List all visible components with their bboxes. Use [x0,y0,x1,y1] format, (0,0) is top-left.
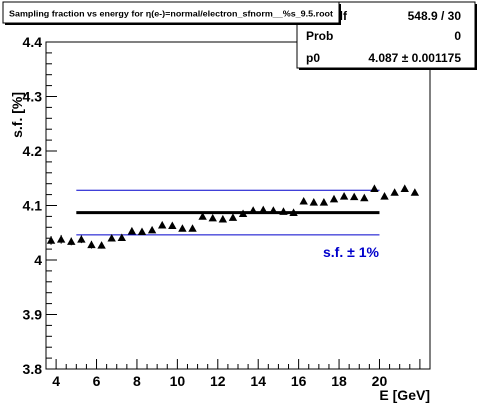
data-point [390,188,399,196]
data-point [259,205,268,214]
stats-prob-label: Prob [306,29,333,43]
y-tick-label: 4.4 [23,34,43,50]
x-tick-label: 4 [52,373,60,389]
y-axis-title: s.f. [%] [9,92,25,138]
x-tick-label: 6 [93,373,101,389]
data-point [279,207,288,215]
data-point [269,206,278,214]
data-point [178,224,187,232]
x-tick-label: 20 [372,373,388,389]
data-point [107,234,116,242]
x-tick-label: 10 [170,373,186,389]
data-point [168,221,177,230]
data-point [380,192,389,200]
y-tick-label: 4.3 [23,89,43,105]
data-point [309,198,318,206]
data-point [77,235,86,243]
data-point [350,192,359,201]
data-point [319,198,329,206]
data-point [127,226,137,235]
y-tick-label: 3.8 [23,361,43,377]
data-point [67,237,76,245]
data-point [198,212,207,220]
data-point [248,206,258,214]
x-axis-title: E [GeV] [379,387,430,403]
data-point [208,213,217,222]
data-point [218,214,228,223]
data-point [360,193,369,202]
data-point [158,220,167,229]
data-point [87,240,96,249]
title-box-frame [2,1,340,24]
data-point [97,241,106,249]
x-tick-label: 12 [210,373,226,389]
stats-chi2-value: 548.9 / 30 [408,9,462,23]
plot-frame [45,41,431,370]
data-point [289,208,298,216]
y-tick-label: 4 [34,252,42,268]
y-tick-label: 4.1 [23,198,43,214]
x-tick-label: 18 [331,373,347,389]
x-tick-label: 14 [250,373,266,389]
x-tick-label: 8 [133,373,141,389]
stats-prob-value: 0 [454,29,461,43]
data-point [238,209,248,218]
data-point [299,196,308,205]
data-point [147,225,157,234]
chart-marks: 4 6 8 10 12 14 16 18 20 3.8 3.9 4 4.1 4.2 4.3 4.4 [23,34,421,389]
chart-title: Sampling fraction vs energy for η(e-)=no… [9,9,333,19]
stats-p0-value: 4.087 ± 0.001175 [368,51,461,65]
y-tick-label: 3.9 [23,307,43,323]
sf-band-annotation: s.f. ± 1% [323,244,379,260]
title-box: Sampling fraction vs energy for η(e-)=no… [2,1,341,25]
data-point [400,184,409,192]
y-tick-label: 4.2 [23,143,43,159]
data-point [137,227,147,236]
x-tick-label: 16 [291,373,307,389]
stats-p0-label: p0 [306,51,320,65]
data-point [46,236,56,244]
data-point [56,235,66,243]
data-point [329,194,339,203]
data-point [410,188,420,196]
data-point [188,224,197,232]
data-point [117,233,126,242]
data-point [228,213,238,221]
data-point [339,192,349,200]
data-point [370,184,379,192]
